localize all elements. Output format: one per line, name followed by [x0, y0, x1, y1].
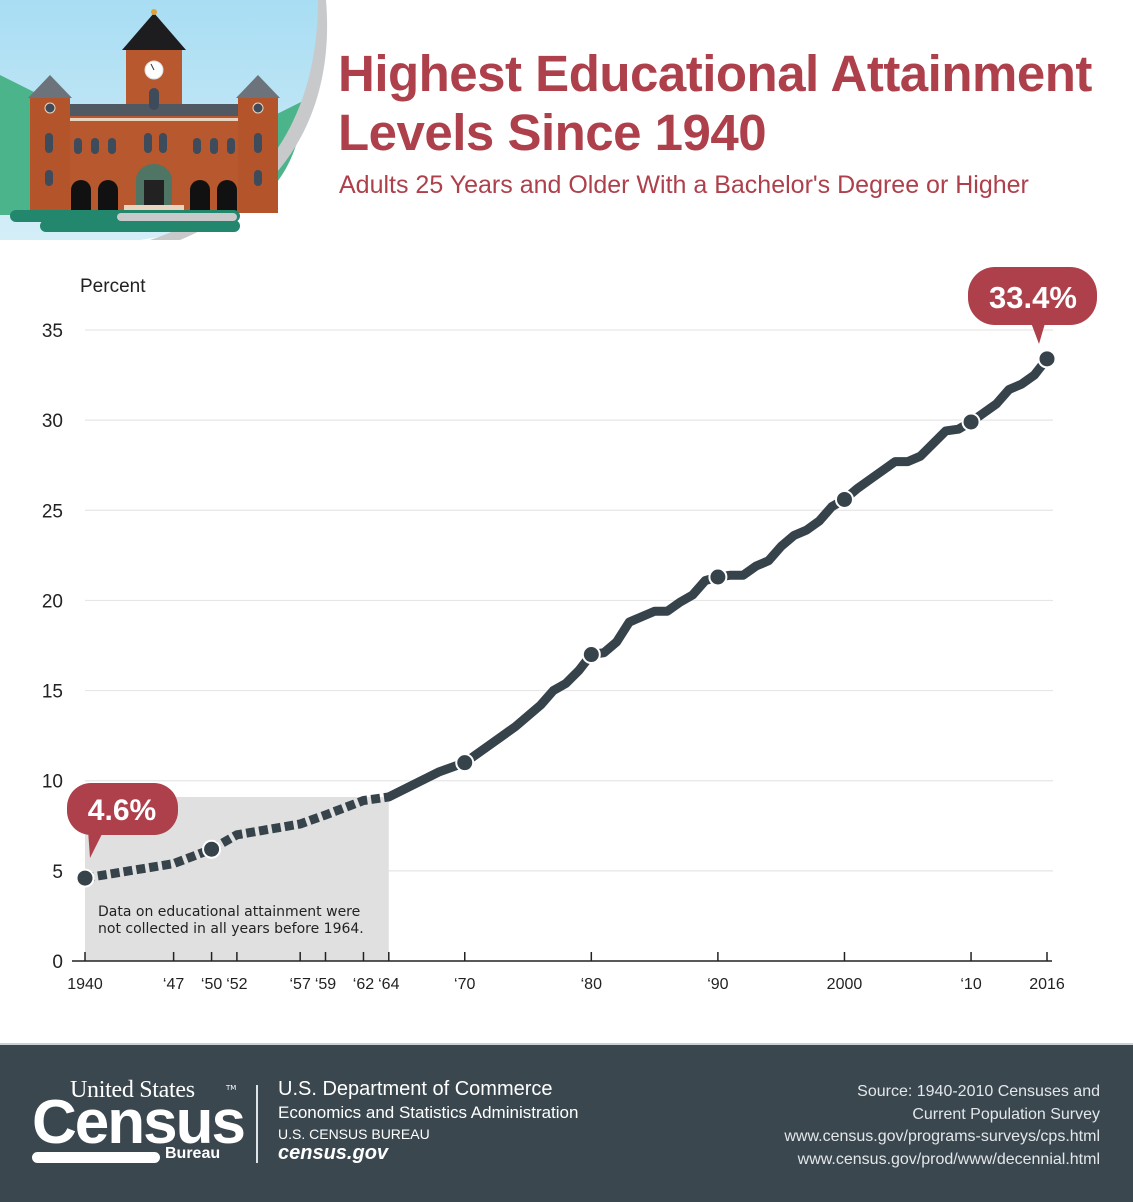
x-tick-label: ‘59: [315, 976, 336, 993]
logo-united-states: United States: [70, 1077, 195, 1103]
x-tick-label: ‘52: [226, 976, 247, 993]
logo-trademark: TM: [226, 1084, 237, 1092]
grid-lines: [85, 329, 1053, 872]
x-tick-label: ‘47: [163, 976, 184, 993]
census-gov-link[interactable]: census.gov: [278, 1142, 389, 1164]
callout-start: 4.6%: [67, 783, 178, 858]
x-tick-label: 1940: [67, 976, 103, 993]
page-title: Highest Educational Attainment Levels Si…: [338, 44, 1092, 162]
data-line-solid: [384, 354, 1052, 802]
y-tick-label: 5: [52, 862, 63, 883]
school-building-icon: [0, 0, 328, 240]
x-tick-label: ‘50: [201, 976, 222, 993]
data-point-marker: [75, 868, 95, 888]
dept-commerce: U.S. Department of Commerce: [278, 1078, 553, 1100]
dept-census-bureau: U.S. CENSUS BUREAU: [278, 1126, 430, 1142]
data-markers: [75, 349, 1057, 888]
callout-end-label: 33.4%: [989, 280, 1077, 315]
data-point-marker: [708, 567, 728, 587]
y-axis-ticks: 0 5 10 15 20 25 30 35: [42, 321, 63, 973]
logo-bar: [32, 1152, 160, 1163]
x-tick-label: 2016: [1029, 976, 1065, 993]
x-axis: 1940 ‘47 ‘50 ‘52 ‘57 ‘59 ‘62 ‘64 ‘70 ‘80 ‘90 2000 ‘1…: [67, 952, 1065, 993]
x-tick-label: ‘90: [707, 976, 728, 993]
footer: [0, 1043, 1133, 1202]
note-text-line-1: Data on educational attainment were: [98, 904, 360, 920]
source-link-cps[interactable]: www.census.gov/programs-surveys/cps.html: [784, 1128, 1100, 1145]
y-tick-label: 15: [42, 682, 63, 703]
title-line-2: Levels Since 1940: [338, 104, 767, 161]
logo-census: Census: [32, 1088, 246, 1157]
x-tick-label: ‘70: [454, 976, 475, 993]
logo-bureau: Bureau: [165, 1145, 221, 1162]
title-line-1: Highest Educational Attainment: [338, 45, 1092, 102]
y-tick-label: 25: [42, 501, 63, 522]
y-tick-label: 35: [42, 321, 63, 342]
x-tick-label: ‘10: [960, 976, 981, 993]
callout-end: 33.4%: [968, 267, 1097, 344]
dept-esa: Economics and Statistics Administration: [278, 1103, 579, 1122]
data-point-marker: [202, 839, 222, 859]
data-point-marker: [455, 753, 475, 773]
x-tick-label: 2000: [827, 976, 863, 993]
callout-start-label: 4.6%: [88, 794, 156, 827]
y-axis-title: Percent: [80, 276, 146, 297]
note-text-line-2: not collected in all years before 1964.: [98, 921, 364, 937]
footer-divider: [256, 1085, 258, 1163]
x-tick-label: ‘64: [378, 976, 399, 993]
data-point-marker: [961, 412, 981, 432]
y-tick-label: 20: [42, 591, 63, 612]
x-tick-label: ‘57: [290, 976, 311, 993]
source-link-decennial[interactable]: www.census.gov/prod/www/decennial.html: [797, 1150, 1100, 1168]
y-tick-label: 10: [42, 772, 63, 793]
data-point-marker: [834, 489, 854, 509]
data-line-dashed: [84, 792, 390, 883]
x-tick-label: ‘62: [353, 976, 374, 993]
x-tick-label: ‘80: [581, 976, 602, 993]
data-point-marker: [581, 645, 601, 665]
y-tick-label: 0: [52, 952, 63, 973]
y-tick-label: 30: [42, 411, 63, 432]
source-line: Current Population Survey: [912, 1105, 1100, 1123]
line-chart: 0 5 10 15 20 25 30 35 1940 ‘47 ‘50 ‘52 ‘57 ‘59 ‘62 ‘64…: [42, 267, 1097, 993]
data-point-marker: [1037, 349, 1057, 369]
subtitle: Adults 25 Years and Older With a Bachelo…: [339, 171, 1029, 199]
source-line: Source: 1940-2010 Censuses and: [857, 1083, 1100, 1100]
source-block: Source: 1940-2010 Censuses and Current P…: [784, 1081, 1100, 1171]
